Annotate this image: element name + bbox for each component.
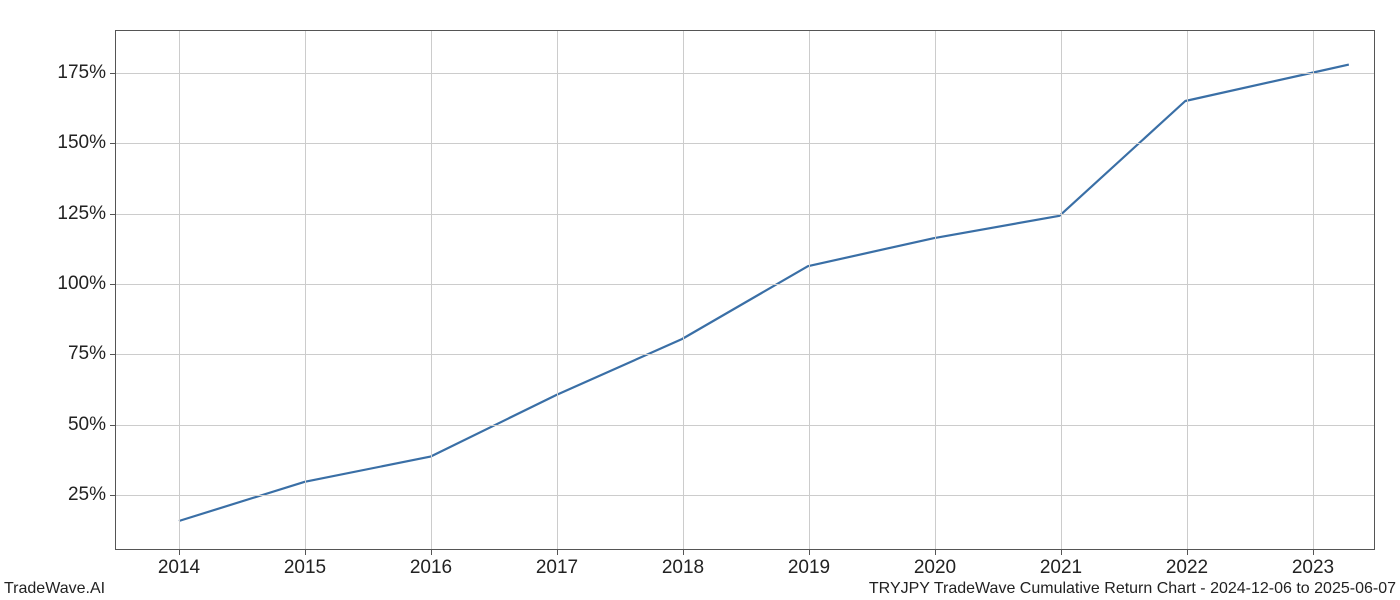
x-tick-label: 2014 [158,549,200,579]
y-tick-label: 125% [57,203,116,225]
grid-line-vertical [557,31,558,549]
x-tick-label: 2022 [1166,549,1208,579]
y-tick-label: 75% [68,343,116,365]
plot-area: 25%50%75%100%125%150%175%201420152016201… [115,30,1375,550]
y-tick-label: 50% [68,414,116,436]
chart-container: 25%50%75%100%125%150%175%201420152016201… [115,30,1375,550]
x-tick-label: 2020 [914,549,956,579]
grid-line-vertical [431,31,432,549]
grid-line-vertical [179,31,180,549]
y-tick-label: 25% [68,484,116,506]
data-line [179,65,1349,521]
x-tick-label: 2019 [788,549,830,579]
grid-line-vertical [1313,31,1314,549]
footer-left-label: TradeWave.AI [4,580,105,598]
x-tick-label: 2015 [284,549,326,579]
x-tick-label: 2021 [1040,549,1082,579]
y-tick-label: 150% [57,132,116,154]
y-tick-label: 175% [57,62,116,84]
grid-line-vertical [1187,31,1188,549]
grid-line-vertical [683,31,684,549]
x-tick-label: 2018 [662,549,704,579]
x-tick-label: 2017 [536,549,578,579]
y-tick-label: 100% [57,273,116,295]
x-tick-label: 2016 [410,549,452,579]
grid-line-vertical [935,31,936,549]
grid-line-vertical [305,31,306,549]
x-tick-label: 2023 [1292,549,1334,579]
grid-line-vertical [1061,31,1062,549]
grid-line-vertical [809,31,810,549]
footer-right-label: TRYJPY TradeWave Cumulative Return Chart… [869,580,1396,598]
